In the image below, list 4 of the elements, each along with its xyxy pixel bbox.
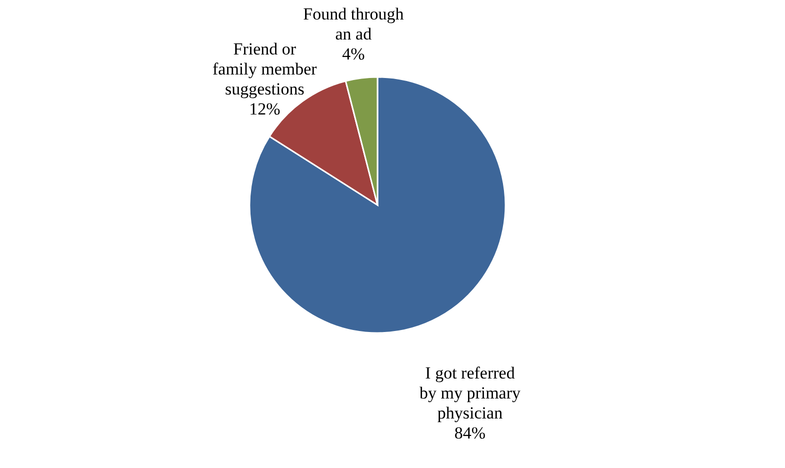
slice-label: I got referred by my primary physician [419, 363, 522, 422]
data-label: 4% [342, 44, 365, 64]
data-label: 12% [249, 100, 280, 119]
data-label: 84% [454, 423, 486, 442]
